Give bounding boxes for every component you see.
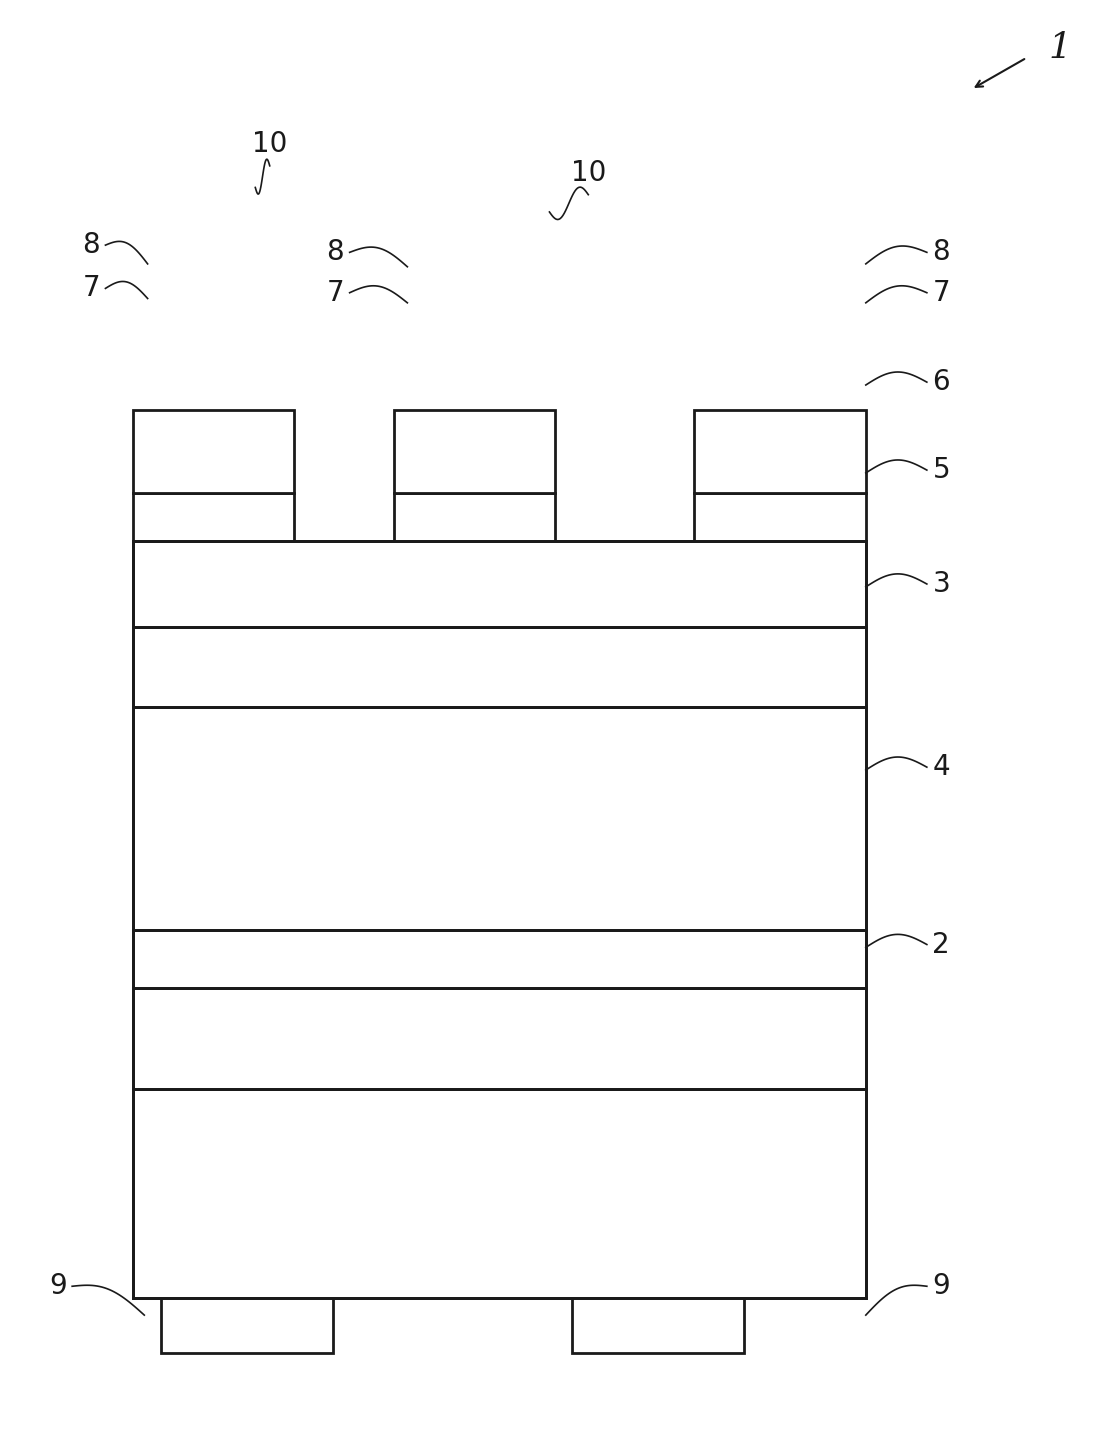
Text: 9: 9 — [49, 1272, 67, 1301]
Text: 1: 1 — [1049, 30, 1072, 65]
Text: 10: 10 — [252, 130, 287, 159]
Bar — [133, 988, 866, 1089]
Bar — [133, 410, 294, 493]
Text: 8: 8 — [932, 238, 950, 267]
Text: 7: 7 — [326, 278, 344, 307]
Text: 5: 5 — [932, 456, 950, 485]
Bar — [133, 1089, 866, 1298]
Bar — [133, 541, 866, 627]
Text: 4: 4 — [932, 753, 950, 782]
Text: 9: 9 — [932, 1272, 950, 1301]
Bar — [572, 1298, 744, 1353]
Text: 8: 8 — [326, 238, 344, 267]
Bar — [133, 541, 866, 1298]
Bar — [133, 930, 866, 988]
Text: 2: 2 — [932, 930, 950, 959]
Bar — [133, 493, 294, 541]
Text: 7: 7 — [82, 274, 100, 303]
Bar — [694, 493, 866, 541]
Text: 6: 6 — [932, 368, 950, 397]
Bar — [161, 1298, 333, 1353]
Bar — [394, 410, 555, 493]
Bar — [694, 410, 866, 493]
Bar — [133, 707, 866, 930]
Text: 7: 7 — [932, 278, 950, 307]
Text: 3: 3 — [932, 570, 950, 598]
Text: 10: 10 — [571, 159, 606, 187]
Text: 8: 8 — [82, 231, 100, 260]
Bar — [394, 493, 555, 541]
Bar — [133, 627, 866, 707]
